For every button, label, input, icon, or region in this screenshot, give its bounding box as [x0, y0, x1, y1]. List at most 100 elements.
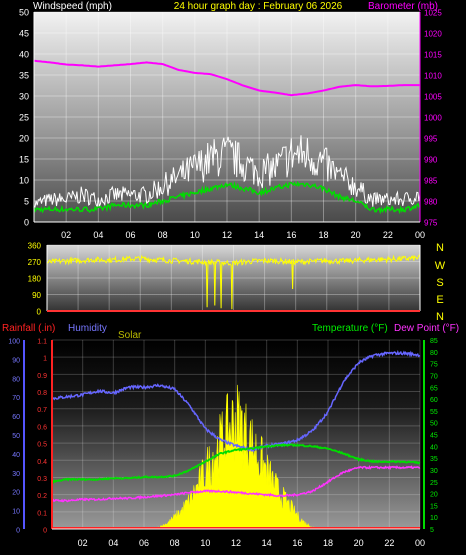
dewpoint-label: Dew Point (°F) — [394, 323, 459, 334]
temp-x-tick-22: 22 — [384, 538, 394, 548]
temp-x-tick-06: 06 — [139, 538, 149, 548]
humidity-y-tick-100: 100 — [8, 339, 20, 346]
baro-y-tick-1020: 1020 — [424, 30, 442, 39]
direction-y-tick-270: 270 — [28, 258, 42, 267]
compass-e: E — [436, 294, 443, 306]
wind-x-tick-20: 20 — [351, 230, 361, 240]
temp-y-tick-75: 75 — [430, 362, 438, 369]
direction-panel-axes: 0 90 180 270 360 — [28, 242, 421, 317]
baro-y-tick-985: 985 — [424, 177, 438, 186]
wind-panel-series — [33, 59, 421, 215]
compass-w: W — [435, 260, 446, 272]
humidity-y-tick-40: 40 — [12, 452, 20, 459]
temp-y-tick-50: 50 — [430, 421, 438, 428]
wind-y-tick-45: 45 — [19, 29, 29, 39]
humidity-y-tick-90: 90 — [12, 357, 20, 364]
humidity-y-tick-30: 30 — [12, 471, 20, 478]
windspeed-line — [33, 180, 421, 215]
baro-y-tick-1005: 1005 — [424, 93, 442, 102]
rain-y-tick-0.4: 0.4 — [37, 459, 47, 466]
baro-y-tick-990: 990 — [424, 156, 438, 165]
temp-y-tick-85: 85 — [430, 338, 438, 345]
rainfall-label: Rainfall (.in) — [2, 323, 55, 334]
direction-panel-series — [46, 254, 421, 310]
baro-y-tick-1010: 1010 — [424, 72, 442, 81]
wind-y-tick-15: 15 — [19, 155, 29, 165]
temp-y-tick-40: 40 — [430, 444, 438, 451]
baro-y-tick-975: 975 — [424, 219, 438, 228]
baro-y-tick-995: 995 — [424, 135, 438, 144]
temperature-label: Temperature (°F) — [312, 323, 388, 334]
wind-x-tick-16: 16 — [286, 230, 296, 240]
gust-line — [33, 135, 421, 211]
temp-y-tick-80: 80 — [430, 350, 438, 357]
wind-y-tick-35: 35 — [19, 71, 29, 81]
rain-y-tick-1: 1 — [43, 356, 47, 363]
temp-x-tick-12: 12 — [231, 538, 241, 548]
direction-y-tick-90: 90 — [32, 291, 41, 300]
temp-y-tick-35: 35 — [430, 456, 438, 463]
rain-y-tick-0.7: 0.7 — [37, 407, 47, 414]
wind-x-tick-06: 06 — [125, 230, 135, 240]
temp-panel-axes: 010203040506070809010000.10.20.30.40.50.… — [8, 338, 438, 548]
wind-y-tick-40: 40 — [19, 50, 29, 60]
humidity-y-tick-60: 60 — [12, 414, 20, 421]
temp-x-tick-20: 20 — [354, 538, 364, 548]
rain-y-tick-0.9: 0.9 — [37, 373, 47, 380]
direction-y-tick-180: 180 — [28, 275, 42, 284]
rain-y-tick-0.6: 0.6 — [37, 424, 47, 431]
humidity-y-tick-0: 0 — [16, 528, 20, 535]
rain-y-tick-0.1: 0.1 — [37, 510, 47, 517]
temp-y-tick-20: 20 — [430, 492, 438, 499]
wind-x-tick-10: 10 — [190, 230, 200, 240]
temp-x-tick-10: 10 — [200, 538, 210, 548]
temp-x-tick-16: 16 — [292, 538, 302, 548]
baro-y-tick-980: 980 — [424, 198, 438, 207]
temp-y-tick-25: 25 — [430, 480, 438, 487]
wind-x-tick-04: 04 — [93, 230, 103, 240]
compass-n-bottom: N — [436, 311, 444, 323]
wind-y-tick-20: 20 — [19, 134, 29, 144]
rain-y-tick-0.3: 0.3 — [37, 476, 47, 483]
temp-x-tick-08: 08 — [170, 538, 180, 548]
temp-y-tick-65: 65 — [430, 385, 438, 392]
wind-y-tick-5: 5 — [24, 197, 29, 207]
rain-y-tick-1.1: 1.1 — [37, 339, 47, 346]
temp-x-tick-04: 04 — [108, 538, 118, 548]
wind-x-tick-02: 02 — [61, 230, 71, 240]
temp-x-tick-14: 14 — [262, 538, 272, 548]
direction-y-tick-0: 0 — [37, 308, 42, 317]
temp-x-tick-02: 02 — [78, 538, 88, 548]
temperature-line — [51, 442, 421, 484]
chart-title: 24 hour graph day : February 06 2026 — [174, 1, 343, 12]
temp-y-tick-60: 60 — [430, 397, 438, 404]
compass-n-top: N — [436, 242, 444, 254]
direction-y-tick-360: 360 — [28, 242, 42, 251]
temp-y-tick-45: 45 — [430, 433, 438, 440]
wind-x-tick-22: 22 — [383, 230, 393, 240]
temp-y-tick-10: 10 — [430, 515, 438, 522]
wind-axis-title: Windspeed (mph) — [33, 1, 112, 12]
humidity-y-tick-10: 10 — [12, 509, 20, 516]
humidity-y-tick-20: 20 — [12, 490, 20, 497]
temp-x-tick-18: 18 — [323, 538, 333, 548]
wind-x-tick-14: 14 — [254, 230, 264, 240]
humidity-y-tick-50: 50 — [12, 433, 20, 440]
barometer-line — [33, 59, 420, 97]
temp-x-tick-00: 00 — [415, 538, 425, 548]
humidity-label: Humidity — [68, 323, 107, 334]
wind-y-tick-0: 0 — [24, 218, 29, 228]
humidity-y-tick-80: 80 — [12, 376, 20, 383]
compass-s: S — [436, 277, 443, 289]
dewpoint-line — [51, 464, 421, 503]
wind-x-tick-00: 00 — [415, 230, 425, 240]
temp-y-tick-70: 70 — [430, 373, 438, 380]
rain-y-tick-0.8: 0.8 — [37, 390, 47, 397]
wind-x-tick-18: 18 — [318, 230, 328, 240]
wind-x-tick-08: 08 — [158, 230, 168, 240]
temp-y-tick-30: 30 — [430, 468, 438, 475]
barometer-axis-title: Barometer (mb) — [368, 1, 438, 12]
wind-y-tick-25: 25 — [19, 113, 29, 123]
